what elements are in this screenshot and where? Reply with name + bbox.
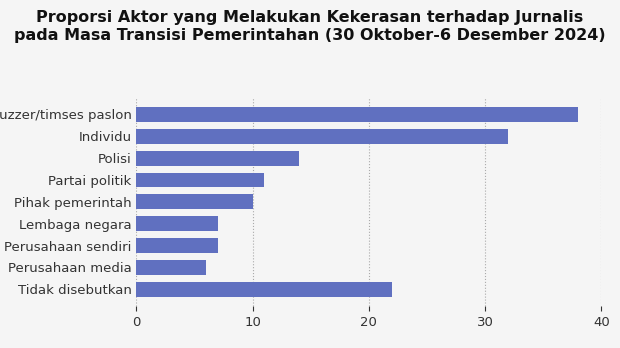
Bar (136, 107, 578, 122)
Bar (136, 216, 218, 231)
Bar (136, 173, 264, 188)
Bar (136, 238, 218, 253)
Bar (136, 282, 392, 297)
Text: Proporsi Aktor yang Melakukan Kekerasan terhadap Jurnalis
pada Masa Transisi Pem: Proporsi Aktor yang Melakukan Kekerasan … (14, 10, 606, 43)
Bar (136, 260, 206, 275)
Bar (136, 129, 508, 144)
Bar (136, 195, 253, 209)
Bar (136, 151, 299, 166)
